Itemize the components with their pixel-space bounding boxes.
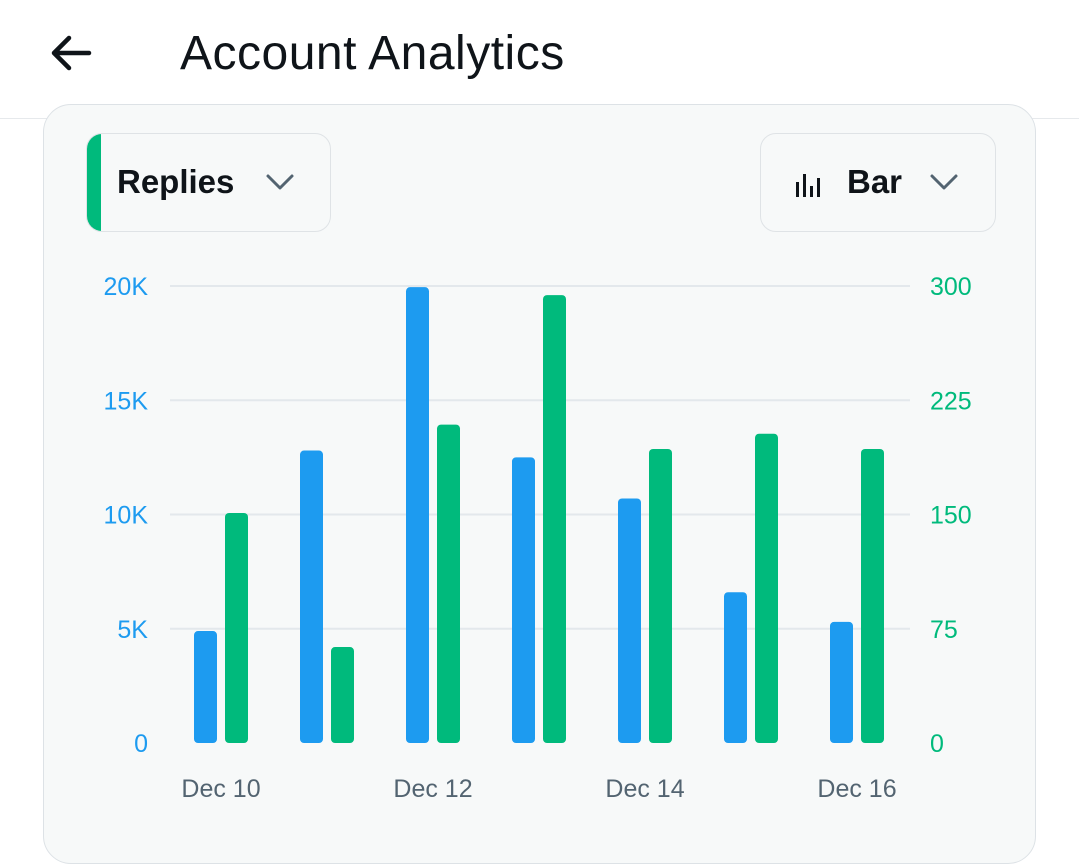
y-tick-right: 225 — [930, 387, 972, 415]
bar-impressions-dec-13 — [512, 457, 535, 743]
y-tick-right: 75 — [930, 616, 958, 644]
bar-impressions-dec-10 — [194, 631, 217, 743]
y-tick-left: 10K — [104, 502, 149, 530]
x-tick-label: Dec 14 — [605, 775, 684, 803]
bar-replies-dec-12 — [437, 424, 460, 743]
bar-chart: 0 0 5K 75 10K 150 15K 225 20K 300 Dec 10 Dec 12 Dec … — [104, 273, 972, 803]
x-tick-label: Dec 16 — [817, 775, 896, 803]
bar-replies-dec-16 — [861, 448, 884, 743]
y-tick-right: 300 — [930, 273, 972, 301]
bar-replies-dec-11 — [331, 647, 354, 743]
y-tick-right: 150 — [930, 502, 972, 530]
bar-replies-dec-14 — [649, 448, 672, 743]
y-tick-left: 20K — [104, 273, 149, 301]
metric-dropdown-label: Replies — [117, 163, 235, 200]
y-tick-left: 5K — [117, 616, 148, 644]
x-tick-label: Dec 12 — [393, 775, 472, 803]
bar-replies-dec-10 — [225, 512, 248, 743]
bar-impressions-dec-12 — [406, 287, 429, 743]
chevron-down-icon — [930, 174, 958, 190]
y-tick-right: 0 — [930, 730, 944, 758]
chart-type-dropdown[interactable]: Bar — [760, 133, 996, 232]
y-tick-left: 15K — [104, 387, 149, 415]
bar-impressions-dec-16 — [830, 621, 853, 743]
bar-replies-dec-13 — [543, 295, 566, 743]
arrow-left-icon — [51, 35, 92, 71]
y-tick-left: 0 — [134, 730, 148, 758]
bar-impressions-dec-15 — [724, 592, 747, 743]
app-header: Account Analytics — [0, 0, 1079, 119]
bar-chart-icon — [796, 174, 820, 197]
bar-replies-dec-15 — [755, 433, 778, 743]
bar-impressions-dec-11 — [300, 450, 323, 743]
page-title: Account Analytics — [180, 27, 565, 80]
chart-type-label: Bar — [847, 163, 903, 200]
back-button[interactable] — [40, 22, 102, 84]
x-tick-label: Dec 10 — [181, 775, 260, 803]
metric-color-indicator — [87, 134, 101, 231]
bar-impressions-dec-14 — [618, 498, 641, 743]
chevron-down-icon — [266, 174, 294, 190]
metric-dropdown[interactable]: Replies — [86, 133, 331, 232]
